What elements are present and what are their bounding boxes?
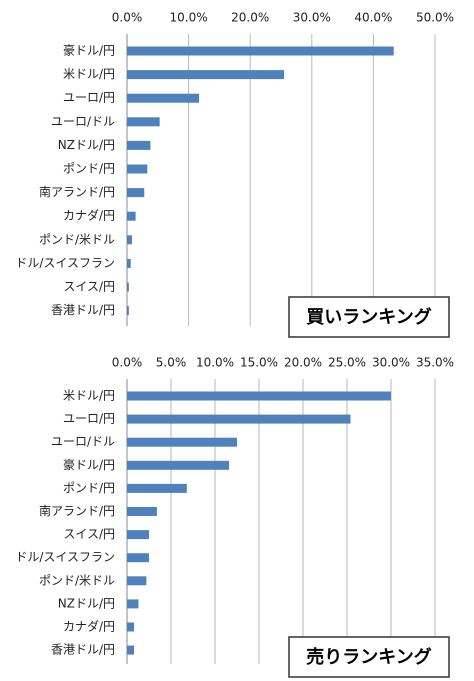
sell-bar-3: [127, 460, 230, 470]
sell-bar-5: [127, 507, 157, 516]
sell-ranking-chart: 0.0% 5.0% 10.0% 15.0% 20.0% 25.0% 30.0% 35.0% 米ド…: [15, 356, 454, 678]
sell-category-label-2: ユーロ/ドル: [51, 435, 115, 449]
buy-category-label-5: ポンド/円: [63, 162, 115, 176]
sell-tick-label-6: 30.0%: [372, 356, 410, 370]
buy-category-label-2: ユーロ/円: [63, 91, 115, 105]
sell-bar-9: [127, 599, 139, 609]
sell-chart-title: 売りランキング: [306, 646, 431, 668]
sell-bar-10: [127, 622, 135, 632]
buy-category-label-3: ユーロ/ドル: [51, 114, 115, 128]
buy-bar-11: [127, 306, 129, 316]
buy-category-label-11: 香港ドル/円: [51, 303, 115, 317]
buy-tick-label-0: 0.0%: [112, 11, 143, 25]
sell-tick-label-0: 0.0%: [112, 356, 143, 370]
buy-title-box: [288, 296, 450, 338]
sell-bar-4: [127, 483, 187, 493]
buy-bar-6: [127, 188, 145, 198]
buy-bar-0: [127, 46, 394, 56]
sell-bar-2: [127, 437, 237, 447]
sell-bar-11: [127, 645, 135, 655]
buy-bar-7: [127, 211, 136, 221]
sell-tick-label-4: 20.0%: [284, 356, 322, 370]
sell-tick-label-3: 15.0%: [240, 356, 278, 370]
sell-category-label-4: ポンド/円: [63, 481, 115, 495]
sell-category-label-9: NZドル/円: [58, 596, 115, 610]
buy-bar-10: [127, 282, 129, 292]
sell-category-label-5: 南アランド/円: [39, 503, 115, 518]
buy-tick-label-5: 50.0%: [416, 11, 454, 25]
sell-category-label-10: カナダ/円: [63, 619, 115, 634]
buy-bar-1: [127, 70, 285, 80]
buy-category-label-4: NZドル/円: [58, 138, 115, 152]
buy-category-label-7: カナダ/円: [63, 208, 115, 223]
buy-chart-title: 買いランキング: [306, 306, 431, 328]
buy-ranking-chart: 0.0% 10.0% 20.0% 30.0% 40.0% 50.0% 豪ドル/円米ドル/円ユ…: [15, 11, 454, 338]
buy-bar-5: [127, 164, 148, 174]
sell-category-label-7: ドル/スイスフラン: [15, 550, 115, 564]
sell-bar-6: [127, 530, 149, 540]
buy-bar-4: [127, 140, 151, 150]
buy-tick-label-2: 20.0%: [231, 11, 269, 25]
buy-bar-9: [127, 258, 131, 268]
buy-bar-8: [127, 235, 132, 245]
sell-category-label-1: ユーロ/円: [63, 412, 115, 426]
sell-category-label-6: スイス/円: [63, 527, 115, 541]
sell-tick-label-5: 25.0%: [328, 356, 366, 370]
sell-title-box: [288, 636, 450, 678]
buy-category-label-9: ドル/スイスフラン: [15, 256, 115, 270]
buy-bar-2: [127, 93, 200, 103]
sell-bar-7: [127, 553, 149, 563]
buy-bar-3: [127, 117, 160, 127]
sell-category-label-11: 香港ドル/円: [51, 643, 115, 657]
buy-category-label-8: ポンド/米ドル: [39, 232, 115, 246]
buy-tick-label-1: 10.0%: [170, 11, 208, 25]
sell-tick-label-2: 10.0%: [196, 356, 234, 370]
sell-category-label-3: 豪ドル/円: [63, 457, 115, 472]
sell-bar-0: [127, 391, 391, 401]
sell-category-label-0: 米ドル/円: [63, 389, 115, 403]
sell-tick-label-1: 5.0%: [156, 356, 187, 370]
buy-category-label-0: 豪ドル/円: [63, 43, 115, 58]
buy-tick-label-4: 40.0%: [354, 11, 392, 25]
sell-bar-1: [127, 414, 351, 424]
buy-category-label-6: 南アランド/円: [39, 184, 115, 199]
buy-category-label-10: スイス/円: [63, 280, 115, 294]
buy-category-label-1: 米ドル/円: [63, 67, 115, 81]
sell-tick-label-7: 35.0%: [416, 356, 454, 370]
sell-category-label-8: ポンド/米ドル: [39, 573, 115, 587]
sell-bar-8: [127, 576, 147, 586]
buy-tick-label-3: 30.0%: [293, 11, 331, 25]
